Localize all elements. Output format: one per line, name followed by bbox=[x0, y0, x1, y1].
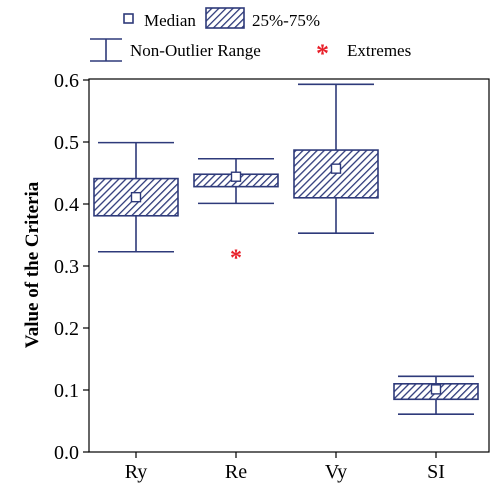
y-tick-label: 0.1 bbox=[54, 380, 79, 402]
x-tick-label-ry: Ry bbox=[125, 461, 148, 483]
median-marker bbox=[230, 171, 242, 182]
y-tick-label: 0.0 bbox=[54, 442, 79, 464]
legend: Median 25%-75% Non-Outlier Range * Extre… bbox=[90, 7, 411, 68]
legend-extremes-marker: * bbox=[316, 39, 329, 68]
median-marker bbox=[130, 191, 142, 203]
legend-median-marker bbox=[123, 13, 134, 24]
y-tick-label: 0.4 bbox=[54, 194, 79, 216]
box-si bbox=[393, 375, 479, 415]
legend-box-swatch bbox=[205, 7, 245, 29]
median-marker bbox=[330, 163, 342, 174]
legend-extremes-label: Extremes bbox=[347, 41, 411, 60]
y-tick-label: 0.2 bbox=[54, 318, 79, 340]
x-tick-label-re: Re bbox=[225, 461, 247, 483]
box-vy bbox=[293, 83, 379, 234]
y-axis-ticks: 0.0 0.1 0.2 0.3 0.4 0.5 0.6 bbox=[54, 70, 89, 464]
legend-box-label: 25%-75% bbox=[252, 11, 320, 30]
y-tick-label: 0.6 bbox=[54, 70, 79, 92]
extreme-point: * bbox=[230, 245, 242, 271]
legend-range-label: Non-Outlier Range bbox=[130, 41, 261, 60]
x-tick-label-vy: Vy bbox=[325, 461, 347, 483]
box-re: * bbox=[193, 157, 279, 271]
x-axis-ticks: Ry Re Vy SI bbox=[125, 452, 445, 483]
iqr-box bbox=[293, 149, 379, 199]
box-ry bbox=[93, 141, 179, 253]
y-tick-label: 0.3 bbox=[54, 256, 79, 278]
legend-range-marker bbox=[90, 38, 122, 62]
x-tick-label-si: SI bbox=[427, 461, 445, 483]
legend-median-label: Median bbox=[144, 11, 196, 30]
box-series: * bbox=[93, 83, 479, 415]
y-axis-label: Value of the Criteria bbox=[22, 181, 43, 348]
median-marker bbox=[430, 384, 442, 395]
y-tick-label: 0.5 bbox=[54, 132, 79, 154]
